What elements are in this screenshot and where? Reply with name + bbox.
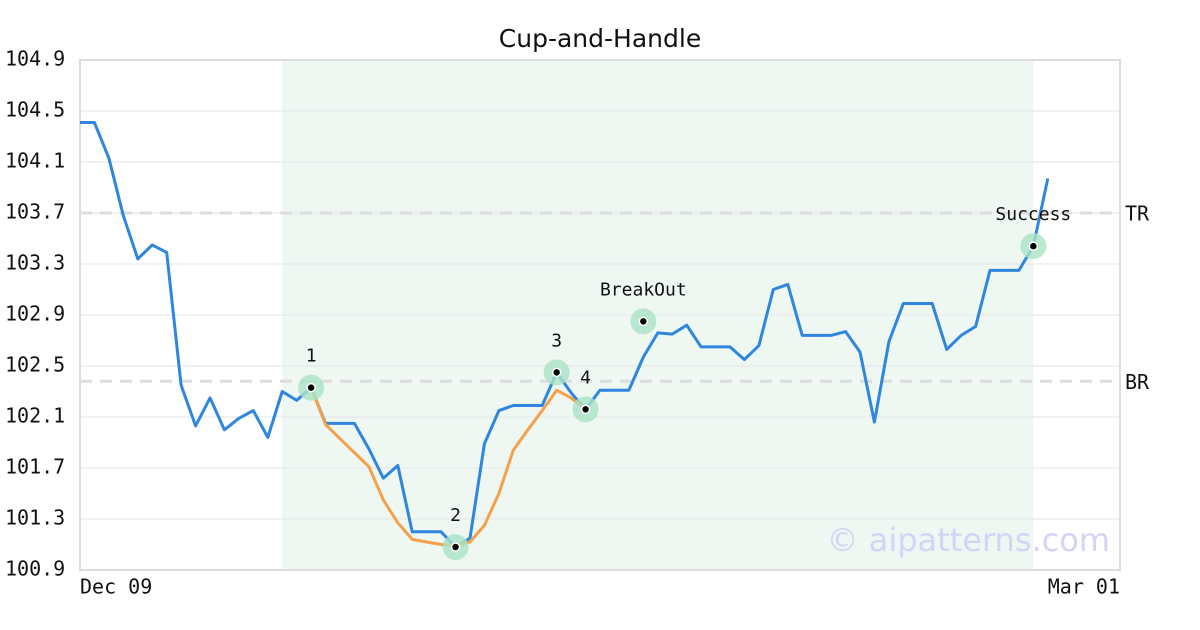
chart-title: Cup-and-Handle [499, 24, 701, 53]
point-label: BreakOut [600, 279, 687, 300]
point-dot [1028, 241, 1039, 251]
point-dot [306, 382, 316, 393]
y-tick-label: 100.9 [5, 557, 65, 581]
watermark: © aipatterns.com [827, 521, 1110, 559]
x-tick-label: Mar 01 [1048, 575, 1120, 599]
y-tick-label: 104.5 [5, 98, 65, 122]
point-dot [551, 367, 562, 378]
point-label: 2 [450, 505, 461, 526]
y-tick-label: 101.3 [5, 506, 65, 530]
level-label: TR [1125, 202, 1150, 226]
level-label: BR [1125, 370, 1150, 394]
y-tick-label: 104.1 [5, 149, 65, 173]
y-tick-label: 102.5 [5, 353, 65, 377]
point-dot [638, 316, 649, 327]
y-tick-label: 103.3 [5, 251, 65, 275]
point-label: 4 [580, 367, 591, 388]
plot-border [79, 59, 1121, 571]
y-tick-label: 104.9 [5, 47, 65, 71]
y-tick-label: 102.9 [5, 302, 65, 326]
x-tick-label: Dec 09 [80, 575, 152, 599]
y-tick-label: 102.1 [5, 404, 65, 428]
point-dot [450, 542, 461, 552]
point-label: 1 [306, 346, 317, 367]
point-label: Success [995, 204, 1071, 225]
y-tick-label: 101.7 [5, 455, 65, 479]
point-dot [580, 404, 591, 415]
point-label: 3 [551, 330, 562, 351]
y-tick-label: 103.7 [5, 200, 65, 224]
